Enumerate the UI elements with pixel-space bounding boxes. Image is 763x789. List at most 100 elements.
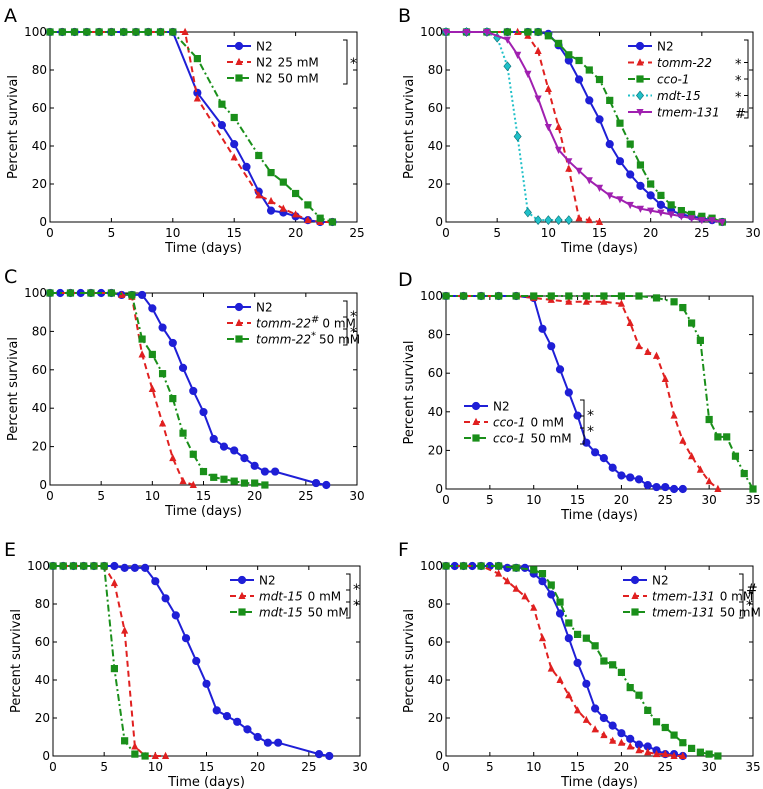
data-point <box>595 217 604 225</box>
data-point <box>314 750 324 759</box>
x-tick-label: 30 <box>702 760 717 774</box>
data-point <box>59 562 67 570</box>
data-point <box>538 634 547 642</box>
data-point <box>544 215 553 225</box>
data-point <box>661 723 669 732</box>
data-point <box>151 751 159 759</box>
legend-name: N2 <box>652 574 669 588</box>
data-point <box>749 485 757 493</box>
legend-name: tmem-131 <box>657 106 720 120</box>
data-point <box>95 28 103 36</box>
legend-marker <box>235 335 243 343</box>
data-point <box>503 28 511 36</box>
x-tick-label: 30 <box>745 226 760 240</box>
data-point <box>670 298 678 306</box>
x-tick-label: 15 <box>199 760 214 774</box>
data-point <box>652 749 661 758</box>
data-point <box>181 634 191 643</box>
data-point <box>575 167 583 175</box>
data-point <box>495 562 503 570</box>
data-point <box>512 564 520 572</box>
significance-bracket <box>739 589 744 619</box>
data-point <box>148 304 157 313</box>
x-axis-label: Time (days) <box>560 241 638 256</box>
y-tick-label: 60 <box>32 363 47 377</box>
data-point <box>585 215 593 224</box>
data-point <box>565 691 573 699</box>
data-point <box>554 146 563 154</box>
legend-label: cco-1 <box>657 73 690 87</box>
legend-name: cco-1 <box>493 432 526 446</box>
data-point <box>652 294 661 302</box>
data-point <box>626 201 634 210</box>
legend-marker <box>636 58 644 66</box>
data-point <box>609 736 617 744</box>
legend-label: N2 <box>652 574 669 588</box>
data-point <box>669 484 679 494</box>
data-point <box>250 461 259 470</box>
data-point <box>292 189 300 198</box>
data-point <box>534 46 542 54</box>
legend-name: mdt-15 <box>259 590 303 604</box>
data-point <box>151 577 160 586</box>
data-point <box>193 55 201 63</box>
data-point <box>311 478 321 488</box>
legend-mark: * <box>311 331 316 342</box>
data-point <box>70 28 79 36</box>
data-point <box>652 718 661 726</box>
y-tick-label: 0 <box>42 749 50 763</box>
data-point <box>626 684 634 692</box>
legend-name: tmem-131 <box>652 606 715 620</box>
data-point <box>564 215 573 225</box>
data-point <box>209 434 218 444</box>
x-tick-label: 10 <box>148 760 163 774</box>
data-point <box>120 563 129 573</box>
y-tick-label: 40 <box>428 405 443 419</box>
y-tick-label: 0 <box>39 478 47 492</box>
x-tick-label: 20 <box>643 226 658 240</box>
data-point <box>181 27 189 35</box>
series-3 <box>49 562 149 760</box>
data-point <box>279 204 287 212</box>
x-tick-label: 25 <box>658 493 673 507</box>
series-line <box>53 565 146 757</box>
legend-marker <box>238 591 246 599</box>
data-point <box>564 388 573 397</box>
data-point <box>148 350 156 359</box>
y-tick-label: 100 <box>24 286 47 300</box>
data-point <box>677 213 685 221</box>
legend-marker <box>472 434 480 442</box>
y-tick-label: 20 <box>428 443 443 457</box>
data-point <box>462 29 471 37</box>
data-point <box>591 704 600 713</box>
y-axis-label: Percent survival <box>6 337 21 441</box>
data-point <box>168 338 177 348</box>
x-tick-label: 25 <box>658 760 673 774</box>
data-point <box>556 598 564 606</box>
data-point <box>547 590 556 599</box>
y-tick-label: 20 <box>35 711 50 725</box>
y-tick-label: 20 <box>428 177 443 191</box>
legend-marker <box>235 74 243 82</box>
data-point <box>657 209 665 217</box>
data-point <box>547 581 555 589</box>
data-point <box>80 562 88 570</box>
data-point <box>556 675 564 683</box>
y-tick-label: 100 <box>27 559 50 573</box>
data-point <box>477 292 485 300</box>
panel-b: B 0 5 10 15 20 25 30 0 20 40 60 80 100 Time (days) Perc… <box>398 5 761 256</box>
series-2 <box>49 561 170 759</box>
y-axis-label: Percent survival <box>402 609 417 713</box>
legend-label: tomm-22# 0 mM <box>256 315 356 331</box>
legend-name: cco-1 <box>657 73 690 87</box>
y-tick-label: 0 <box>435 215 443 229</box>
data-point <box>538 577 547 586</box>
legend-label: N2 <box>259 574 276 588</box>
data-point <box>222 712 232 721</box>
data-point <box>595 75 604 84</box>
legend-suffix: 0 mM <box>308 590 342 604</box>
legend-suffix: 25 mM <box>278 56 319 70</box>
data-point <box>644 748 652 756</box>
data-point <box>120 28 128 36</box>
x-tick-label: 35 <box>745 760 760 774</box>
